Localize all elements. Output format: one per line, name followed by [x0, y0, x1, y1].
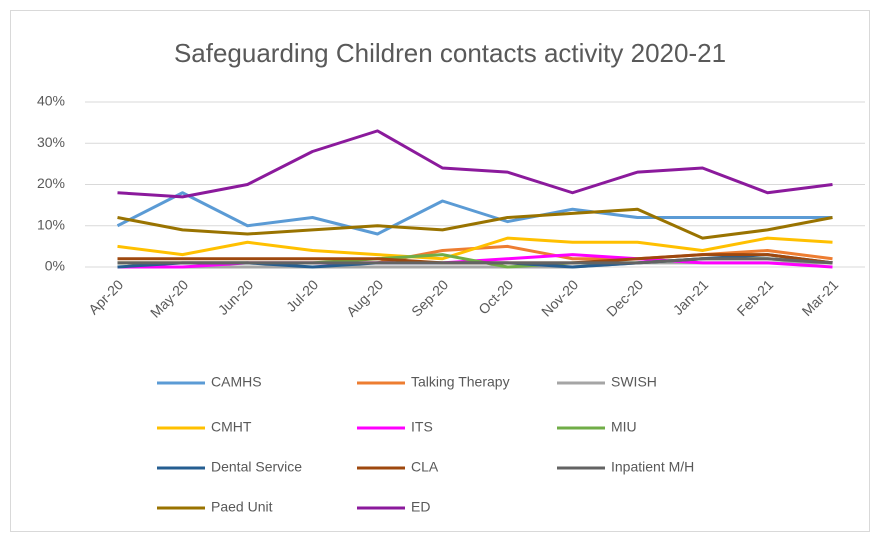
legend-label: MIU [611, 419, 637, 435]
legend-label: Paed Unit [211, 499, 273, 515]
y-tick-label: 30% [37, 134, 65, 150]
y-tick-label: 40% [37, 93, 65, 109]
series-line [117, 236, 833, 261]
legend-label: Dental Service [211, 459, 302, 475]
y-tick-label: 0% [45, 258, 65, 274]
legend-label: ITS [411, 419, 433, 435]
series-line [117, 257, 833, 265]
legend-label: CAMHS [211, 374, 262, 390]
legend-label: Talking Therapy [411, 374, 510, 390]
y-tick-label: 10% [37, 216, 65, 232]
legend-label: CMHT [211, 419, 252, 435]
y-tick-label: 20% [37, 175, 65, 191]
legend-label: CLA [411, 459, 439, 475]
legend-label: Inpatient M/H [611, 459, 694, 475]
legend-label: SWISH [611, 374, 657, 390]
series-line [116, 191, 833, 236]
series-line [117, 129, 833, 199]
chart-title: Safeguarding Children contacts activity … [174, 38, 726, 68]
legend-label: ED [411, 499, 430, 515]
chart-border [10, 10, 870, 532]
series-line [117, 207, 833, 240]
